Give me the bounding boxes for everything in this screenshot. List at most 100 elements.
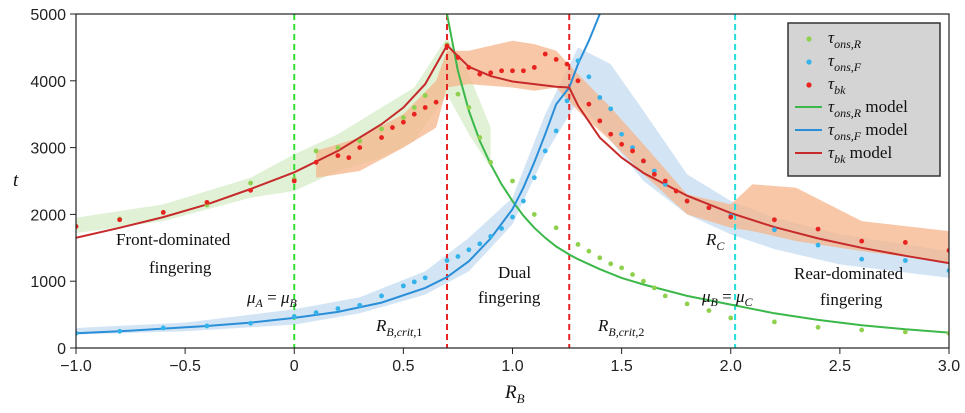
annotation-dual: Dual	[498, 263, 531, 282]
legend-marker-0	[806, 36, 812, 42]
data-points	[76, 42, 949, 336]
series-0-point-25	[619, 265, 625, 271]
series-1-point-19	[510, 214, 515, 220]
series-2-point-12	[400, 119, 406, 125]
series-2-point-38	[684, 198, 690, 204]
x-tick-label-7: 2.5	[829, 358, 851, 375]
series-2-point-22	[510, 68, 515, 74]
series-1-point-33	[662, 181, 668, 187]
series-1-point-3	[204, 323, 210, 329]
series-2-point-33	[630, 148, 635, 154]
series-2-point-20	[488, 70, 494, 76]
series-1-point-20	[521, 198, 526, 204]
series-2-point-28	[575, 78, 581, 84]
series-2-point-44	[902, 240, 908, 245]
y-tick-label-0: 0	[57, 341, 66, 358]
series-0-point-21	[575, 242, 581, 247]
series-1-point-40	[902, 258, 908, 263]
series-0-point-19	[531, 212, 537, 217]
series-0-point-31	[706, 308, 712, 313]
series-2-point-9	[357, 145, 363, 151]
series-2-point-14	[422, 105, 428, 110]
annotation-rc: RC	[705, 230, 725, 253]
series-0-point-17	[488, 159, 494, 165]
x-axis-ticks: −1.0 −0.5 0 0.5 1.0 1.5 2.0 2.5 3.0	[60, 348, 960, 375]
series-1-point-6	[313, 310, 319, 315]
series-2-point-5	[291, 178, 297, 184]
series-2-point-24	[531, 65, 537, 70]
series-0-point-10	[400, 115, 406, 120]
x-axis-label-sub: B	[517, 391, 525, 406]
series-1-point-25	[575, 58, 581, 64]
series-0-point-6	[313, 148, 319, 154]
series-2-point-6	[313, 159, 319, 165]
legend-marker-1	[806, 59, 812, 65]
series-1-point-27	[597, 95, 603, 100]
series-2-point-32	[619, 141, 625, 147]
series-2-point-42	[815, 226, 821, 232]
x-tick-label-8: 3.0	[938, 358, 960, 375]
series-2-point-19	[477, 71, 483, 77]
legend-label-0: τons,R	[828, 28, 862, 51]
annotation-rcrit2: RB,crit,2	[597, 316, 644, 339]
series-1-point-28	[608, 106, 614, 112]
series-1-point-17	[488, 234, 494, 239]
model-curves	[76, 14, 949, 335]
legend-box	[787, 22, 941, 177]
series-2-point-21	[499, 68, 504, 74]
series-0-point-33	[772, 319, 777, 325]
series-0-point-15	[466, 105, 472, 110]
x-tick-label-3: 0.5	[392, 358, 414, 375]
series-2-point-18	[466, 65, 472, 70]
legend-marker-2	[806, 82, 812, 88]
band-0	[76, 37, 491, 234]
series-0-point-11	[411, 105, 417, 110]
series-0-point-23	[597, 255, 603, 261]
series-2-point-13	[411, 111, 417, 117]
series-1-point-14	[455, 254, 461, 259]
y-tick-label-4: 4000	[30, 74, 66, 91]
series-0-point-8	[357, 138, 363, 144]
series-1-point-12	[422, 275, 428, 281]
series-line-3	[446, 14, 949, 334]
annotation-rear-fingering: fingering	[820, 290, 883, 309]
annotation-dual-fingering: fingering	[478, 288, 541, 307]
series-2-point-30	[597, 118, 603, 124]
vertical-reference-lines	[293, 14, 737, 348]
series-1-point-24	[564, 98, 570, 104]
series-0-point-36	[902, 329, 908, 335]
series-1-point-23	[553, 128, 559, 134]
series-2-point-40	[728, 214, 734, 220]
series-2-point-31	[608, 131, 614, 137]
series-1-point-4	[248, 320, 254, 326]
series-0-point-32	[728, 315, 734, 321]
series-1-point-13	[444, 258, 450, 263]
series-2-point-3	[204, 199, 210, 205]
legend-label-2: τbk	[828, 74, 846, 97]
series-1-point-7	[335, 306, 341, 311]
series-0-point-22	[586, 248, 592, 254]
series-0-point-30	[684, 301, 690, 307]
series-1-point-15	[466, 247, 472, 253]
series-1-point-30	[630, 145, 635, 151]
series-2-point-4	[248, 187, 254, 193]
series-2-point-10	[379, 135, 384, 140]
series-0-point-14	[455, 91, 461, 97]
series-1-point-10	[400, 283, 406, 289]
series-0-point-28	[651, 285, 657, 291]
series-line-4	[76, 14, 601, 335]
y-tick-label-3: 3000	[30, 141, 66, 158]
series-1-point-18	[499, 226, 504, 231]
series-0-point-18	[510, 178, 515, 184]
y-tick-label-1: 1000	[30, 274, 66, 291]
series-2-point-15	[433, 99, 439, 105]
series-2-point-29	[586, 101, 592, 107]
series-2-point-26	[553, 57, 559, 62]
series-2-point-2	[160, 209, 166, 215]
series-1-point-2	[160, 325, 166, 331]
series-2-point-1	[117, 217, 123, 223]
series-1-point-26	[586, 74, 592, 80]
series-2-point-16	[444, 43, 450, 49]
